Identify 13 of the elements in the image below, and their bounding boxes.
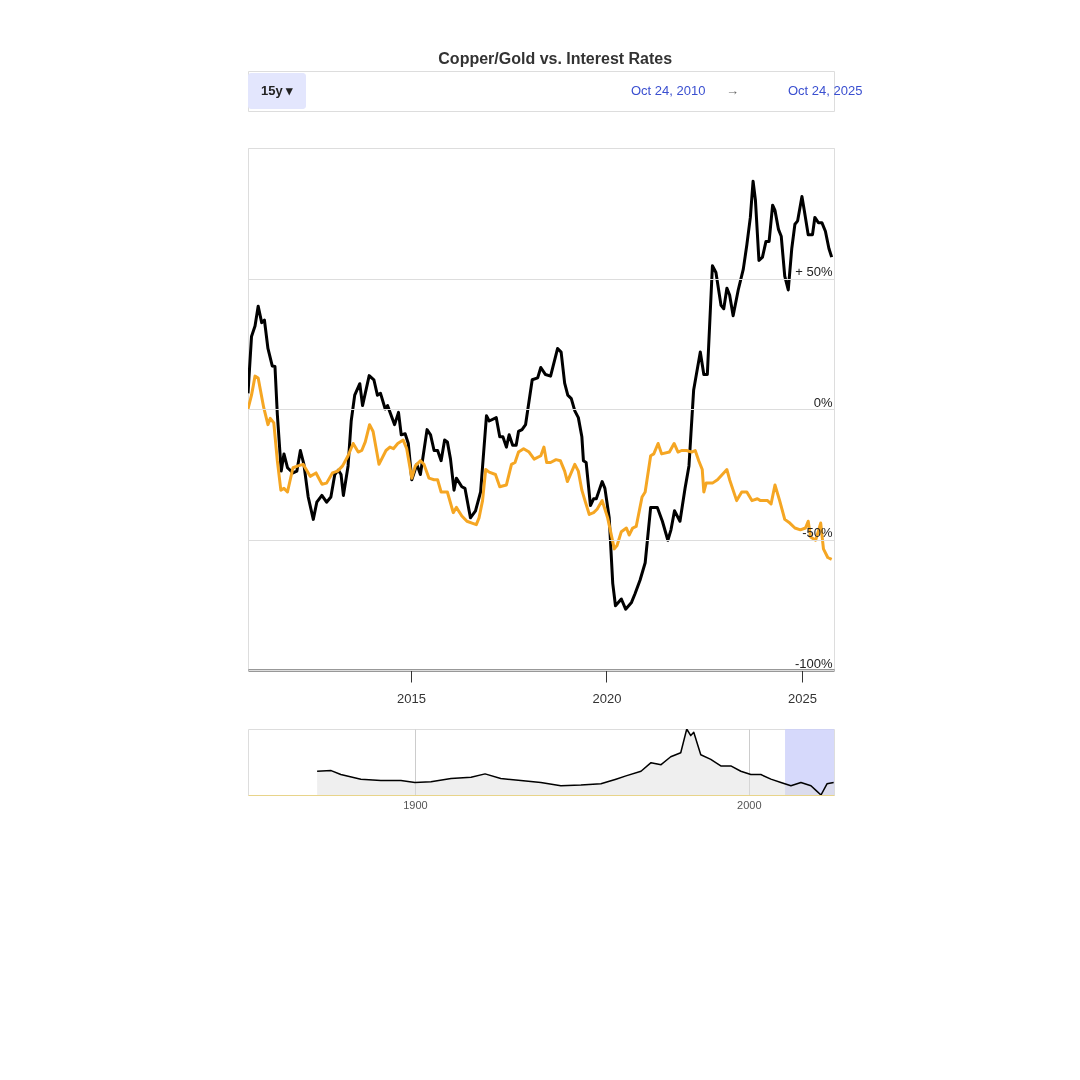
x-tick-label: 1900 [403, 798, 428, 811]
x-tick-label: 2000 [737, 798, 762, 811]
x-tick-label: 2020 [592, 690, 622, 706]
text: Oct 24, 2010 [631, 83, 706, 98]
text: → [726, 83, 739, 98]
chart-title: Copper/Gold vs. Interest Rates [438, 49, 673, 67]
y-tick-label: -100% [794, 655, 833, 671]
y-tick-label: + 50% [795, 264, 833, 279]
x-tick-label: 2025 [787, 690, 817, 706]
x-tick-label: 2015 [397, 690, 426, 706]
y-tick-label: 0% [813, 394, 833, 410]
text: 15y ▾ [261, 83, 294, 98]
text: Oct 24, 2025 [788, 83, 863, 98]
